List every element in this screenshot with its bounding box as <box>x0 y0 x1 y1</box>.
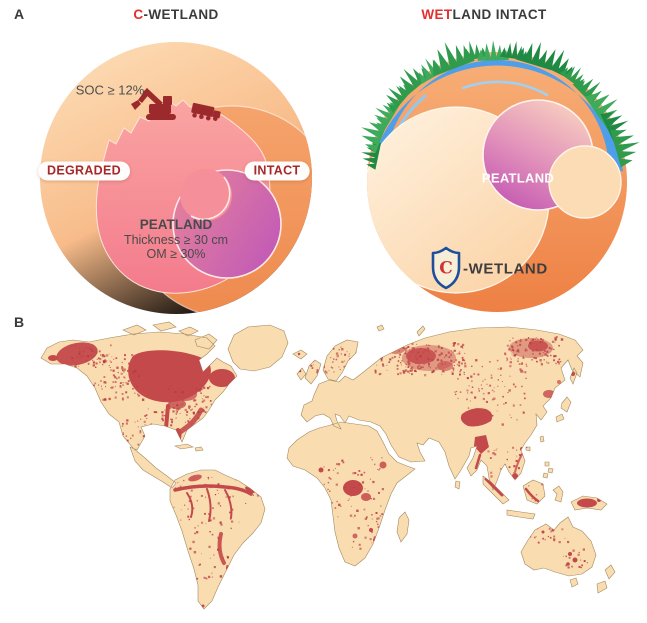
right-circle-diagram <box>361 40 640 312</box>
intact-label: INTACT <box>244 161 310 181</box>
title-rest: -WETLAND <box>143 7 219 22</box>
world-wetland-map <box>40 321 616 610</box>
intact-swirl-dot <box>548 145 622 219</box>
title-rest: LAND INTACT <box>452 7 547 22</box>
swirl-curve <box>190 176 231 221</box>
peatland-label-right: PEATLAND <box>481 170 555 186</box>
shield-wetland-text: -WETLAND <box>463 260 548 278</box>
shield-icon <box>431 246 461 290</box>
peatland-om: OM ≥ 30% <box>146 246 206 261</box>
shield-c-letter: C <box>439 258 453 279</box>
panel-a-label: A <box>14 6 25 22</box>
water-streak <box>461 80 549 97</box>
land-masses <box>40 321 616 610</box>
dump-truck-icon <box>191 102 221 121</box>
peatland-thickness: Thickness ≥ 30 cm <box>123 232 229 247</box>
panel-a-artwork <box>40 40 640 314</box>
peatland-swirl <box>180 169 232 221</box>
right-diagram-title: WETLAND INTACT <box>421 7 546 22</box>
degraded-label: DEGRADED <box>38 161 130 181</box>
peatland-definition: PEATLAND Thickness ≥ 30 cm OM ≥ 30% <box>124 217 228 261</box>
title-highlight: C <box>133 7 144 22</box>
excavator-icon <box>131 88 176 120</box>
panel-b-label: B <box>14 314 25 330</box>
soc-threshold-label: SOC ≥ 12% <box>75 82 145 98</box>
grass-ring <box>361 40 640 170</box>
title-highlight: WET <box>421 7 453 22</box>
left-diagram-title: C-WETLAND <box>133 7 218 22</box>
peatland-title: PEATLAND <box>139 216 213 232</box>
